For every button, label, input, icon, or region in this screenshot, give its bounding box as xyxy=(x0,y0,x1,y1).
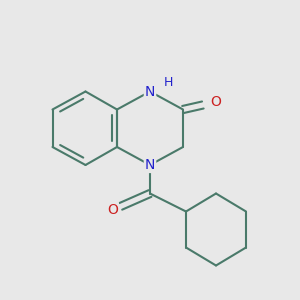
Text: O: O xyxy=(211,95,221,109)
Text: N: N xyxy=(145,85,155,98)
Text: O: O xyxy=(107,203,118,217)
Text: H: H xyxy=(163,76,173,89)
Text: N: N xyxy=(145,158,155,172)
